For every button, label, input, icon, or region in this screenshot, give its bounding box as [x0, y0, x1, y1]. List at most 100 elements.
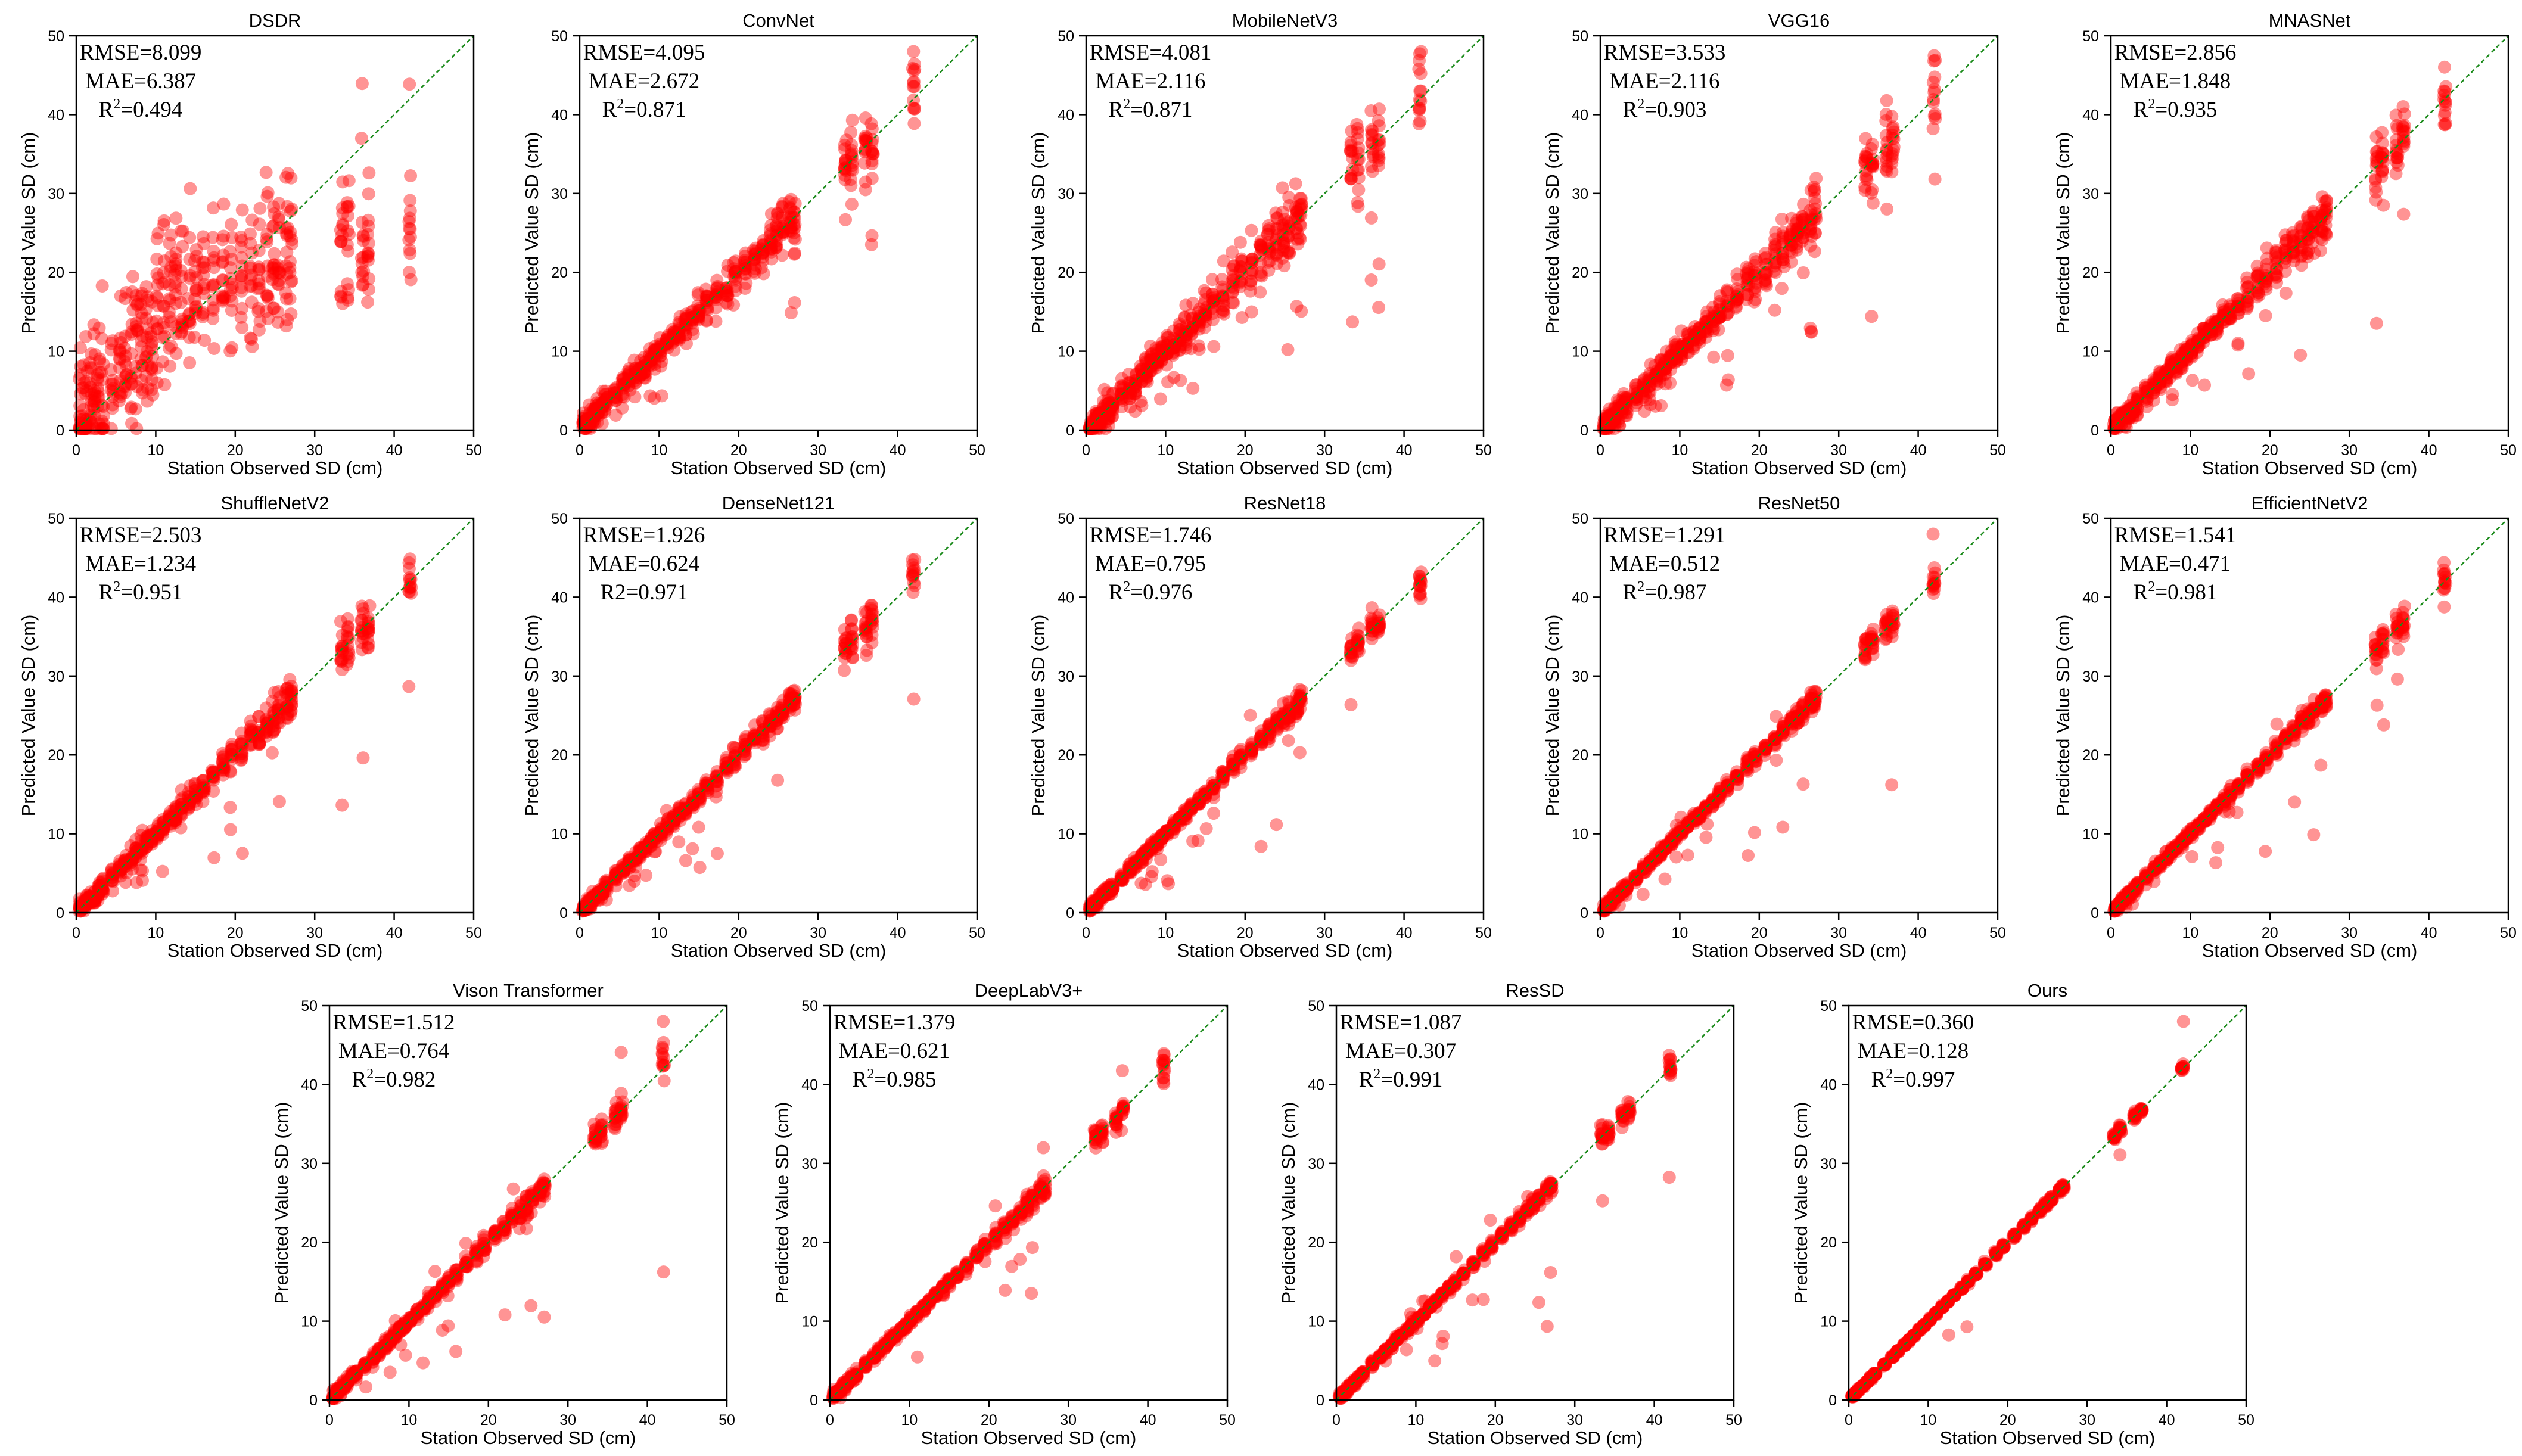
data-point: [284, 171, 298, 185]
data-point: [135, 386, 149, 400]
data-point: [336, 219, 350, 232]
data-point: [134, 298, 148, 312]
data-point: [629, 371, 642, 384]
data-point: [189, 307, 203, 321]
data-point: [608, 391, 621, 405]
data-point: [595, 396, 609, 410]
data-point: [354, 251, 368, 265]
data-point: [335, 798, 349, 812]
data-point: [206, 278, 220, 292]
data-point: [88, 391, 102, 405]
data-point: [225, 294, 239, 308]
data-point: [271, 259, 285, 272]
data-point: [169, 276, 182, 290]
data-point: [699, 282, 713, 296]
x-tick-label: 0: [72, 442, 80, 459]
data-point: [2390, 151, 2404, 165]
data-point: [235, 281, 248, 294]
data-point: [88, 409, 101, 422]
data-point: [217, 229, 231, 243]
data-point: [672, 329, 686, 343]
data-point: [1927, 82, 1941, 96]
data-point: [692, 308, 705, 322]
data-point: [739, 262, 752, 275]
data-point: [595, 399, 609, 412]
data-point: [91, 390, 104, 403]
data-point: [135, 311, 149, 325]
data-point: [356, 278, 369, 292]
data-point: [235, 251, 248, 265]
data-point: [158, 275, 172, 289]
data-point: [130, 297, 144, 311]
data-point: [1372, 257, 1386, 271]
data-point: [125, 416, 139, 430]
data-point: [1254, 839, 1268, 853]
data-point: [223, 245, 237, 259]
data-point: [590, 402, 604, 416]
data-point: [183, 315, 197, 328]
data-point: [119, 329, 132, 343]
x-tick-label: 50: [1475, 925, 1492, 941]
data-point: [79, 375, 93, 388]
data-point: [701, 294, 714, 307]
data-point: [1145, 870, 1158, 883]
data-point: [195, 255, 209, 269]
data-point: [727, 298, 741, 312]
data-point: [97, 357, 110, 371]
data-point: [334, 290, 348, 304]
data-point: [113, 343, 126, 357]
data-point: [280, 245, 294, 259]
y-tick-label: 10: [551, 344, 568, 360]
data-point: [642, 359, 656, 372]
data-point: [634, 361, 648, 375]
x-tick-label: 50: [465, 925, 482, 941]
data-point: [666, 329, 680, 343]
data-point: [764, 219, 778, 232]
data-point: [748, 258, 761, 272]
data-point: [2259, 309, 2272, 322]
data-point: [126, 303, 140, 317]
data-point: [653, 331, 667, 345]
data-point: [635, 360, 648, 374]
data-point: [615, 401, 629, 415]
data-point: [355, 216, 369, 229]
data-point: [599, 388, 612, 402]
data-point: [1245, 305, 1258, 319]
data-point: [595, 406, 609, 419]
data-point: [2377, 198, 2390, 212]
data-point: [756, 254, 770, 268]
data-point: [709, 315, 723, 328]
data-point: [273, 267, 287, 281]
x-tick-label: 10: [147, 442, 164, 459]
data-point: [1262, 735, 1276, 748]
data-point: [197, 256, 211, 269]
data-point: [1865, 138, 1879, 151]
data-point: [280, 229, 294, 242]
data-point: [839, 213, 853, 226]
data-point: [618, 378, 632, 391]
data-point: [686, 313, 699, 327]
data-point: [609, 381, 623, 394]
data-point: [129, 294, 142, 308]
data-point: [130, 298, 144, 312]
data-point: [764, 207, 778, 221]
data-point: [1372, 301, 1386, 315]
data-point: [105, 377, 119, 391]
data-point: [139, 369, 153, 383]
data-point: [139, 350, 153, 363]
data-point: [629, 361, 642, 375]
data-point: [865, 172, 879, 185]
data-point: [336, 297, 350, 310]
data-point: [196, 230, 210, 244]
data-point: [608, 383, 621, 397]
data-point: [340, 196, 354, 210]
y-tick-label: 0: [559, 905, 568, 922]
data-point: [1663, 376, 1677, 390]
data-point: [598, 387, 612, 401]
data-point: [711, 279, 724, 293]
data-point: [654, 338, 668, 352]
data-point: [844, 163, 858, 176]
data-point: [85, 394, 98, 407]
data-point: [699, 289, 713, 303]
